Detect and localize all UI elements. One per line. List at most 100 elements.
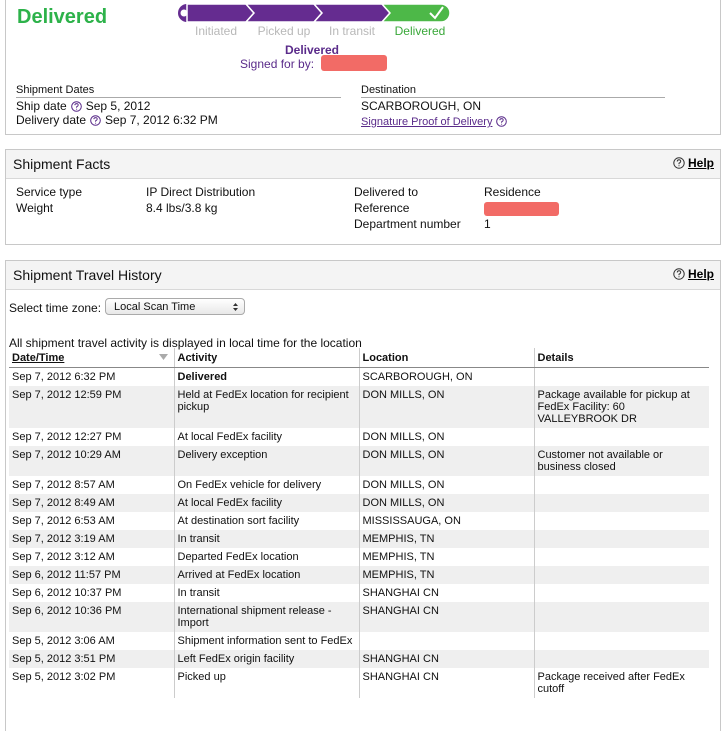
cell-date: Sep 5, 2012 3:51 PM [9,650,174,668]
fact-value: 8.4 lbs/3.8 kg [146,201,218,215]
progress-step [244,4,324,23]
help-text: Help [687,267,714,281]
fact-label: Reference [354,201,410,215]
history-table: Date/Time Activity Location Details Sep 7, … [9,348,709,698]
proof-link[interactable]: Signature Proof of Delivery [361,116,493,128]
label: Ship date [16,99,67,113]
header-row: Date/Time Activity Location Details [9,348,709,368]
column-header: Location [358,348,534,368]
cell-details [533,512,709,530]
value: Sep 7, 2012 6:32 PM [105,113,218,127]
progress-label: Delivered [395,24,446,38]
info-icon[interactable] [70,101,82,112]
history-row: Sep 7, 2012 8:49 AM At local FedEx facili… [9,494,709,512]
section-title: Shipment Dates [16,84,341,98]
delivered-label: Delivered [284,43,340,57]
history-row: Sep 7, 2012 10:29 AM Delivery exception DO… [9,446,709,476]
note: All shipment travel activity is displaye… [9,336,362,350]
cell-location: DON MILLS, ON [358,428,534,446]
fact-value: 1 [484,217,491,231]
fact-value: IP Direct Distribution [146,185,256,199]
cell-date: Sep 7, 2012 6:32 PM [12,371,116,383]
cell-location: SCARBOROUGH, ON [358,367,534,386]
cell-activity: In transit [173,530,359,548]
cell-location: SHANGHAI CN [358,650,534,668]
history-row: Sep 5, 2012 3:51 PM Left FedEx origin fac… [9,650,709,668]
column-header: Activity [173,348,359,368]
history-row: Sep 5, 2012 3:02 PM Picked up SHANGHAI CN P… [9,668,709,698]
cell-activity: Shipment information sent to FedEx [173,632,359,650]
select-value: Local Scan Time [114,301,196,313]
progress-dot [180,9,188,17]
cell-activity: At local FedEx facility [173,494,359,512]
fact-value: Residence [484,185,541,199]
history-row: Sep 7, 2012 8:57 AM On FedEx vehicle for … [9,476,709,494]
cell-details [533,530,709,548]
travel-history: Shipment Travel History Help Select time… [5,260,721,731]
time-zone-label: Select time zone: [9,301,102,315]
cell-details: Package received after FedEx cutoff [533,668,709,698]
cell-location [358,632,534,650]
value: Sep 5, 2012 [85,99,151,113]
cell-details [533,632,709,650]
help-icon [673,157,685,169]
ship-date-row: Ship date Sep 5, 2012 [16,99,150,113]
history-row: Sep 7, 2012 12:27 PM At local FedEx facil… [9,428,709,446]
cell-date: Sep 5, 2012 3:02 PM [12,671,116,683]
progress-label: Initiated [195,24,237,38]
cell-details [533,650,709,668]
column-header[interactable]: Date/Time [9,348,174,368]
history-row: Sep 6, 2012 11:57 PM Arrived at FedEx loc… [9,566,709,584]
help-link[interactable]: Help [673,267,714,281]
cell-activity: Left FedEx origin facility [173,650,359,668]
cell-activity: Arrived at FedEx location [173,566,359,584]
panel-title: Shipment Facts [13,156,111,172]
cell-location: MEMPHIS, TN [358,566,534,584]
cell-details [533,494,709,512]
cell-date: Sep 6, 2012 10:37 PM [12,587,122,599]
help-link[interactable]: Help [673,156,714,170]
cell-details [533,566,709,584]
progress-step [312,4,392,23]
cell-location: SHANGHAI CN [358,584,534,602]
cell-activity: International shipment release - Import [173,602,359,632]
cell-activity: Delivered [173,367,359,386]
progress-step [380,4,451,23]
history-row: Sep 7, 2012 6:53 AM At destination sort f… [9,512,709,530]
cell-date: Sep 7, 2012 8:57 AM [12,479,115,491]
section-title: Destination [361,84,665,98]
cell-details [533,428,709,446]
cell-details: Package available for pickup at FedEx Fa… [533,386,709,428]
cell-details [533,367,709,386]
cell-location: DON MILLS, ON [358,476,534,494]
cell-details [533,584,709,602]
info-icon[interactable] [90,115,101,126]
cell-date: Sep 7, 2012 6:53 AM [12,515,115,527]
cell-activity: Picked up [173,668,359,698]
cell-date: Sep 6, 2012 11:57 PM [9,566,174,584]
help-icon [673,268,685,280]
redaction [484,202,559,216]
delivery-date-row: Delivery date Sep 7, 2012 6:32 PM [16,113,218,127]
cell-location: SHANGHAI CN [358,668,534,698]
column-header: Details [533,348,709,368]
cell-location: DON MILLS, ON [358,386,534,428]
history-row: Sep 6, 2012 10:37 PM In transit SHANGHAI C… [9,584,709,602]
time-zone-select[interactable]: Local Scan Time [105,298,245,315]
cell-location: MISSISSAUGA, ON [358,512,534,530]
redaction [321,55,387,71]
sort-arrow-shape [158,354,168,360]
cell-date: Sep 7, 2012 3:12 AM [12,551,115,563]
status: Delivered [17,6,108,28]
panel-header: Shipment Travel History Help [6,261,720,290]
cell-activity: In transit [173,584,359,602]
cell-details [533,476,709,494]
panel-header: Shipment Facts Help [6,150,720,179]
cell-activity: On FedEx vehicle for delivery [173,476,359,494]
cell-details [533,548,709,566]
info-icon[interactable] [495,116,507,127]
history-row: Sep 5, 2012 3:06 AM Shipment information … [9,632,709,650]
cell-details: Customer not available or business close… [533,446,709,476]
cell-date: Sep 7, 2012 8:49 AM [9,494,174,512]
